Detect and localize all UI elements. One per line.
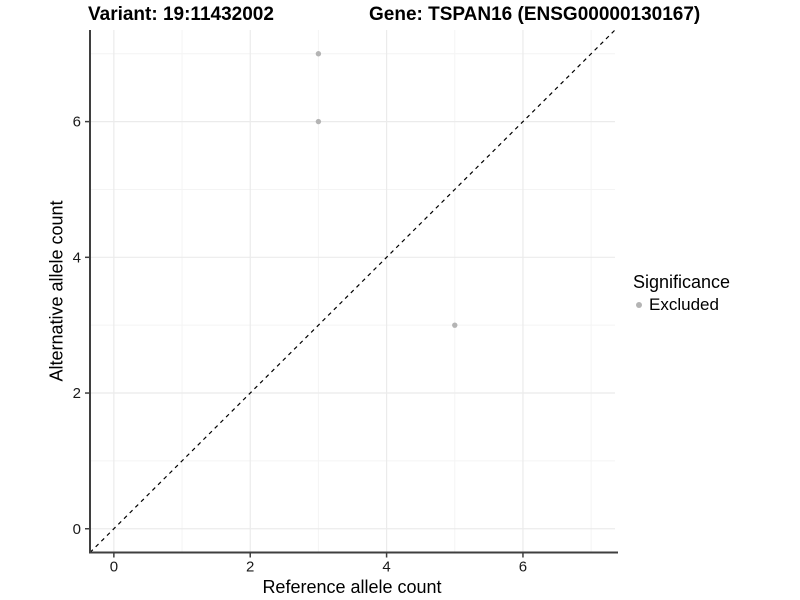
- identity-dashed-line: [89, 29, 616, 553]
- x-axis-title: Reference allele count: [262, 577, 442, 597]
- legend: Significance Excluded: [633, 272, 730, 315]
- data-point: [315, 118, 322, 125]
- x-tick-label: 0: [110, 559, 118, 576]
- legend-entry-label: Excluded: [649, 295, 719, 314]
- x-tick-label: 2: [246, 559, 254, 576]
- data-point: [315, 51, 322, 57]
- plot-title-variant: Variant: 19:11432002: [88, 4, 274, 25]
- y-tick-label: 0: [73, 521, 81, 538]
- y-tick-label: 6: [73, 114, 81, 131]
- legend-point-swatch-icon: [636, 302, 642, 308]
- y-tick-label: 2: [73, 385, 81, 402]
- plot-title-gene: Gene: TSPAN16 (ENSG00000130167): [369, 4, 701, 25]
- legend-title: Significance: [633, 272, 731, 292]
- legend-entry-excluded: Excluded: [633, 295, 730, 315]
- y-axis-title: Alternative allele count: [46, 200, 67, 382]
- x-tick-label: 4: [382, 559, 390, 576]
- y-tick-label: 4: [73, 249, 81, 266]
- x-tick-label: 6: [519, 559, 527, 576]
- data-point: [452, 322, 458, 328]
